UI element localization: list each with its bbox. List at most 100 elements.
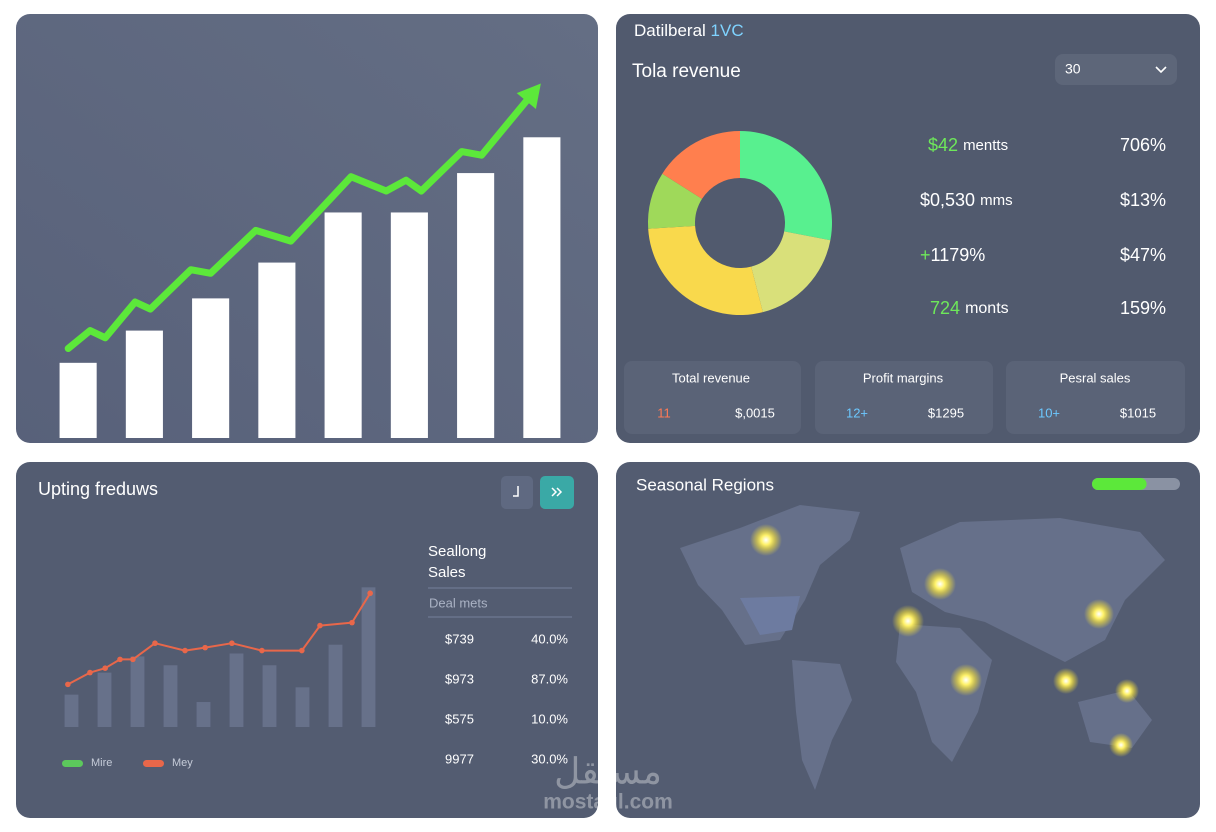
watermark: مستقل <box>554 751 662 792</box>
line-point <box>259 647 265 654</box>
bar <box>192 298 230 438</box>
watermark: mostaql.com <box>543 791 673 814</box>
legend-swatch <box>143 760 164 767</box>
card-label: Pesral sales <box>1060 370 1131 385</box>
hotspot <box>750 524 782 556</box>
bar <box>523 137 561 438</box>
line-point <box>299 647 305 654</box>
cell: $973 <box>445 671 474 686</box>
cell: 10.0% <box>531 711 568 726</box>
bar <box>130 656 145 727</box>
hotspot <box>1084 599 1114 629</box>
stat: +1179% <box>920 245 985 265</box>
line <box>64 90 536 352</box>
cell: 40.0% <box>531 631 568 646</box>
stat: $42 mentts <box>928 135 1008 155</box>
progress-fill <box>1092 478 1147 490</box>
button-icon <box>513 486 519 497</box>
hotspot <box>950 664 982 696</box>
bar <box>229 653 244 727</box>
donut-segment <box>662 130 740 199</box>
table-header: Deal mets <box>429 595 488 610</box>
hotspot <box>1115 679 1139 703</box>
region <box>740 596 800 635</box>
line-point <box>229 640 235 647</box>
bar <box>163 665 178 727</box>
bar <box>196 702 211 727</box>
card-amount: $1015 <box>1120 405 1156 420</box>
line-point <box>102 665 108 671</box>
card <box>815 361 993 434</box>
line-point <box>65 681 71 688</box>
button-icon <box>551 487 563 497</box>
card-amount: $,0015 <box>735 405 775 420</box>
hotspots <box>750 524 1139 757</box>
line-point <box>367 590 373 597</box>
card-count: 11 <box>657 405 671 420</box>
table-title: Seallong <box>428 543 486 560</box>
line-point <box>202 644 208 651</box>
card-count: 12+ <box>846 405 868 420</box>
legend-label: Mire <box>91 757 112 769</box>
bar <box>64 694 79 727</box>
panel-title: Seasonal Regions <box>636 475 774 494</box>
line-point <box>130 656 136 663</box>
stat-right: $47% <box>1120 245 1166 265</box>
revenue-panel <box>616 14 1200 443</box>
cell: $575 <box>445 711 474 726</box>
line-point <box>349 619 355 626</box>
legend-label: Mey <box>172 757 193 769</box>
cell: $739 <box>445 631 474 646</box>
bar <box>324 212 362 438</box>
bar <box>258 262 296 438</box>
hotspot <box>1109 733 1133 757</box>
bar <box>262 665 277 727</box>
continent <box>792 660 852 790</box>
bar <box>361 587 376 727</box>
dropdown-value[interactable]: 30 <box>1065 61 1081 77</box>
cell: 87.0% <box>531 671 568 686</box>
donut-segment <box>740 131 832 241</box>
continent <box>680 505 860 645</box>
dropdown[interactable] <box>1055 54 1177 85</box>
card <box>1006 361 1185 434</box>
bar <box>457 173 495 438</box>
stat-right: $13% <box>1120 190 1166 210</box>
stat: $0,530 mms <box>920 190 1013 210</box>
donut-segment <box>648 225 763 316</box>
line <box>66 592 372 686</box>
line-point <box>87 669 93 676</box>
app-title: Datilberal 1VC <box>634 21 744 40</box>
trends-panel <box>16 462 598 818</box>
arrow-head <box>516 83 541 110</box>
line-point <box>317 622 323 629</box>
card-count: 10+ <box>1038 405 1060 420</box>
hotspot <box>892 605 924 637</box>
cell: 30.0% <box>531 751 568 766</box>
bar <box>59 362 97 438</box>
button[interactable] <box>540 476 574 509</box>
button[interactable] <box>501 476 533 509</box>
panel-title: Tola revenue <box>632 61 741 82</box>
line-point <box>182 647 188 654</box>
bar <box>328 644 343 727</box>
card-label: Total revenue <box>672 370 750 385</box>
stat-right: 159% <box>1120 298 1166 318</box>
hotspot <box>924 568 956 600</box>
panel-title: Upting freduws <box>38 479 158 499</box>
continent <box>896 624 992 762</box>
bar <box>125 330 163 438</box>
stat: 724 monts <box>930 298 1009 318</box>
bar <box>97 672 112 727</box>
donut-segment <box>751 231 831 313</box>
continent <box>1078 690 1152 748</box>
line-point <box>152 640 158 647</box>
table-title: Sales <box>428 564 466 581</box>
card-amount: $1295 <box>928 405 964 420</box>
cell: 9977 <box>445 751 474 766</box>
line-point <box>117 656 123 663</box>
bar <box>390 212 428 438</box>
donut-segment <box>647 173 703 229</box>
legend-swatch <box>62 760 83 767</box>
